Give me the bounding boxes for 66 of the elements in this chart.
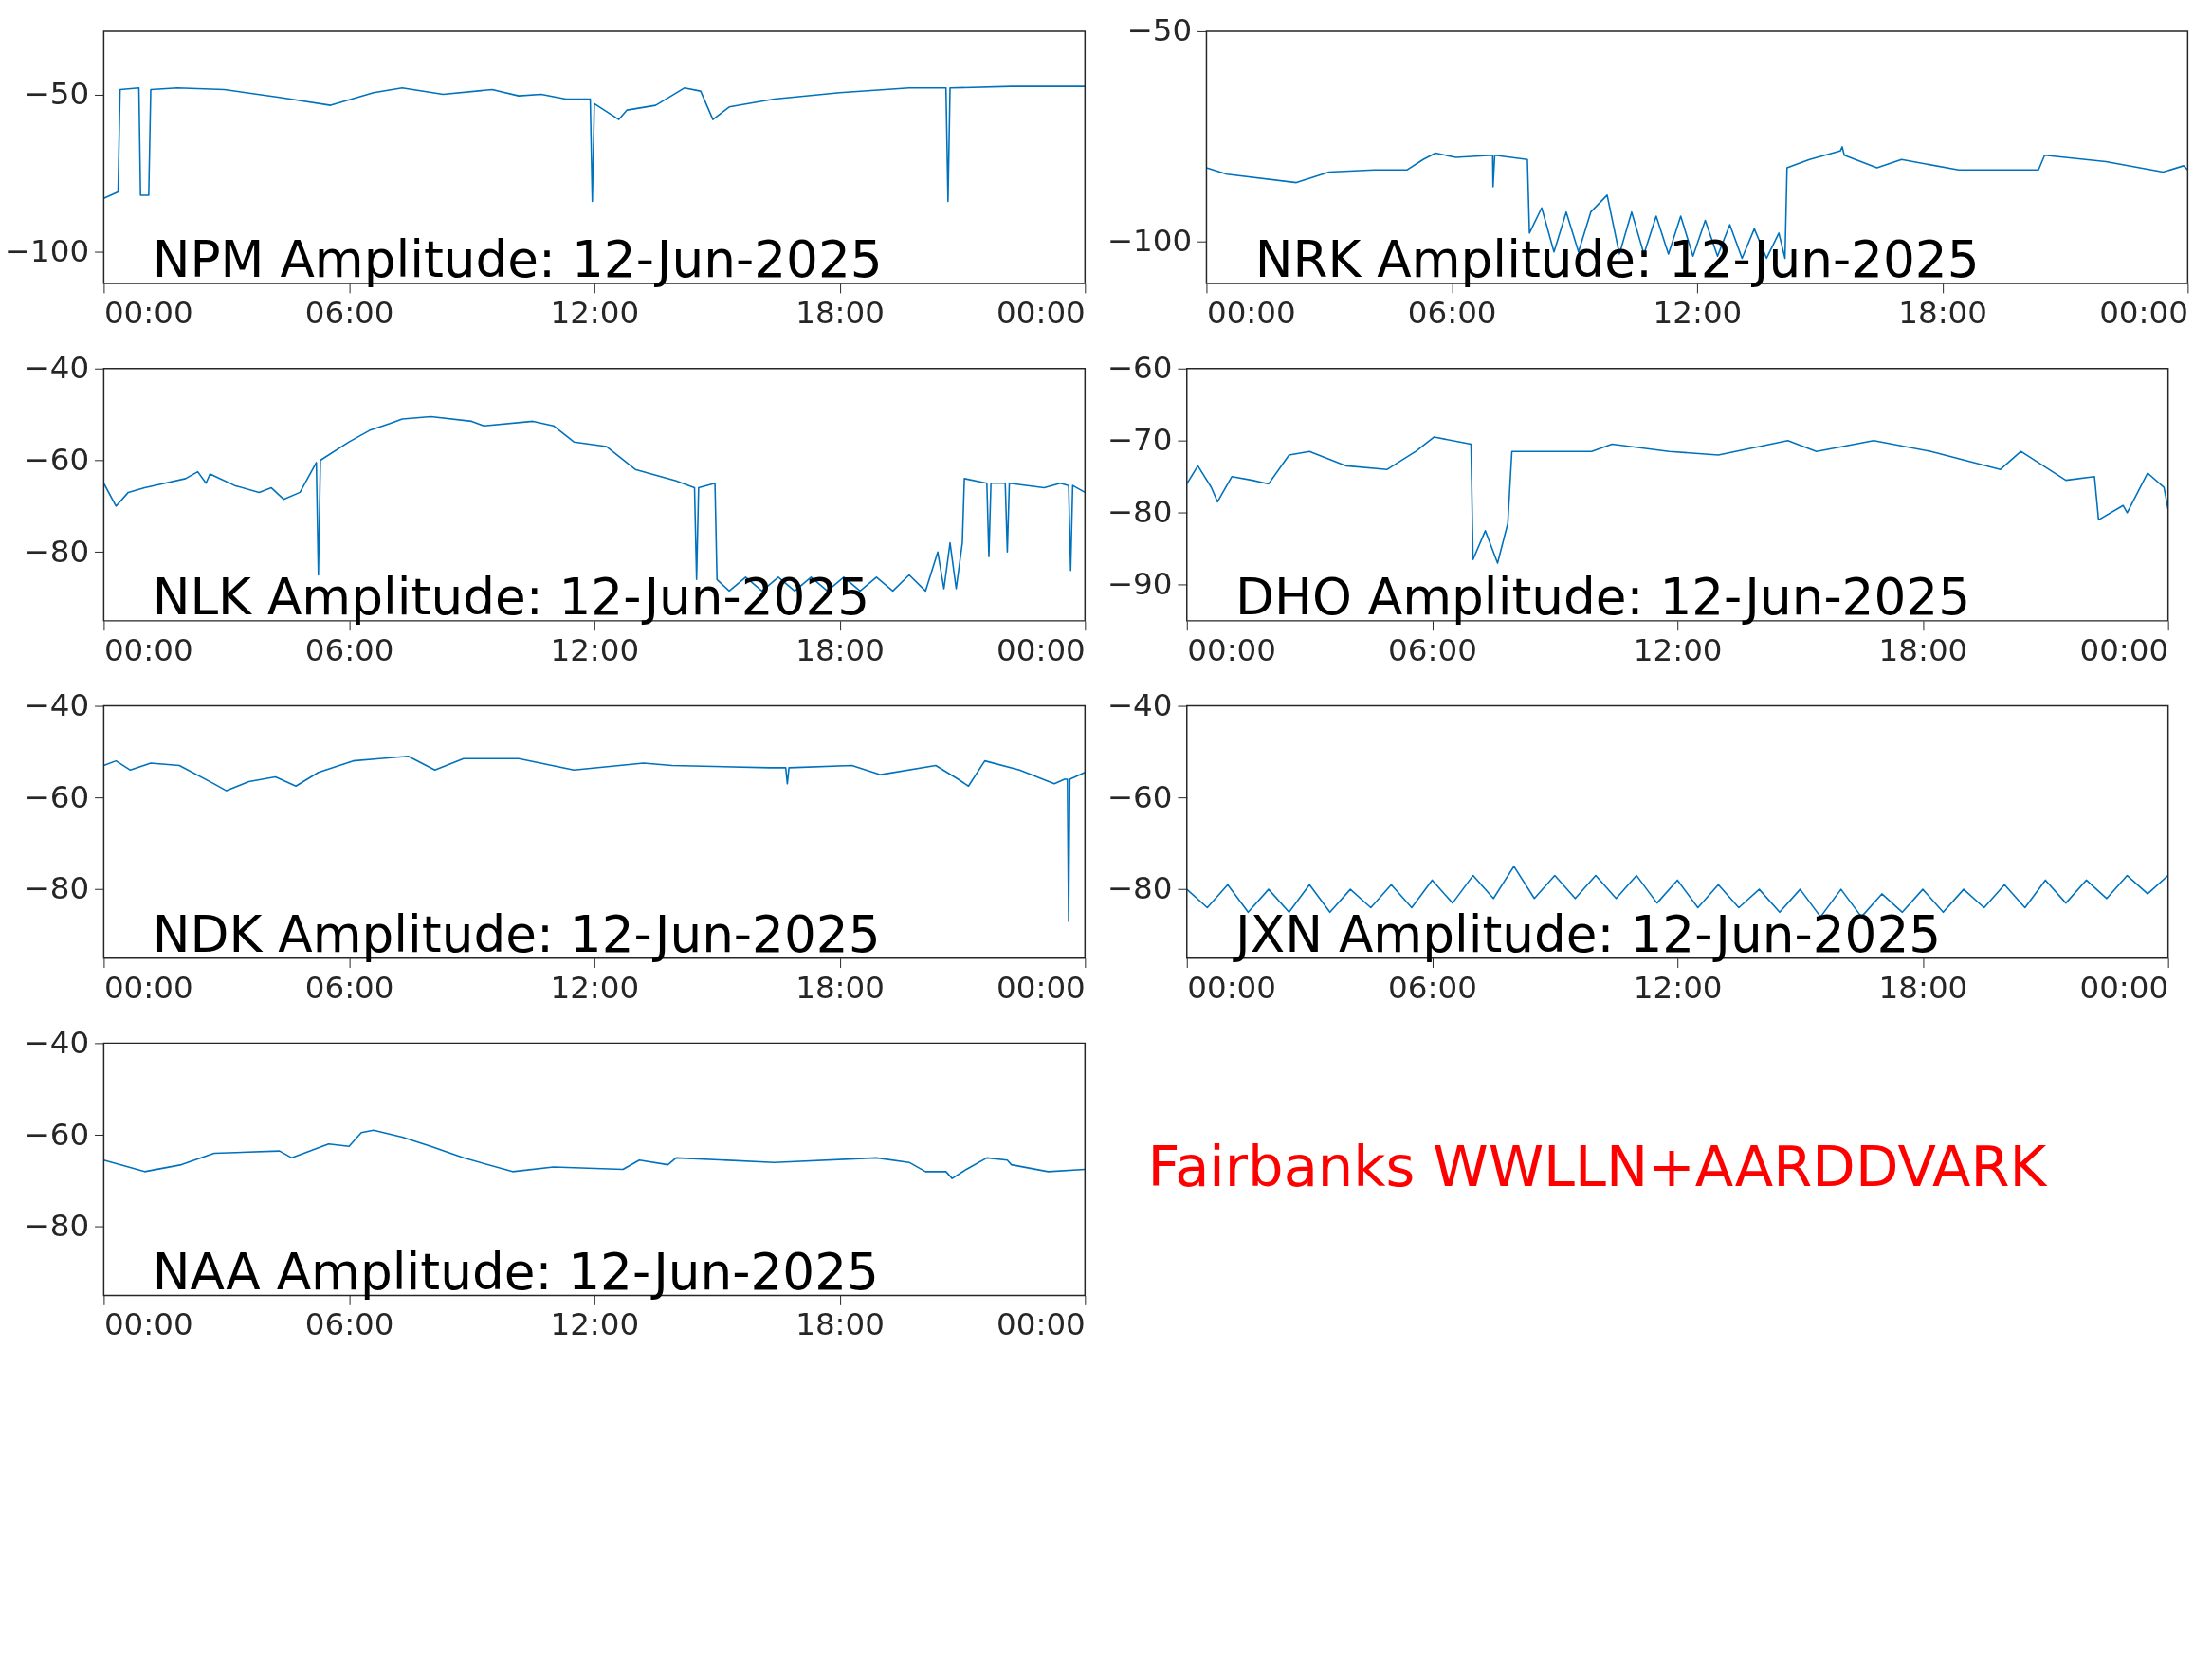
y-tick-label: −80 [1106,494,1173,531]
x-tick-label: 18:00 [1898,294,1987,331]
x-tick-label: 12:00 [1633,631,1723,668]
y-tick-label: −80 [24,533,90,570]
x-tick-label: 18:00 [795,294,885,331]
x-tick-label: 18:00 [1878,631,1968,668]
x-tick-label: 06:00 [304,631,394,668]
text: Fairbanks WWLLN+AARDDVARK [1147,1134,2049,1200]
y-tick-label: −40 [24,1024,90,1061]
x-tick-label: 18:00 [1878,969,1968,1006]
x-tick-label: 06:00 [1388,631,1477,668]
text: NRK Amplitude: 12-Jun-2025 [1254,230,1980,290]
x-tick-label: 18:00 [795,969,885,1006]
x-tick-label: 00:00 [103,1306,193,1343]
x-tick-label: 18:00 [795,631,885,668]
x-tick-label: 12:00 [550,631,640,668]
x-tick-label: 00:00 [2079,631,2169,668]
x-tick-label: 06:00 [304,1306,394,1343]
x-tick-label: 12:00 [550,1306,640,1343]
x-tick-label: 00:00 [1187,631,1276,668]
text: NDK Amplitude: 12-Jun-2025 [152,904,881,964]
y-tick-label: −80 [1106,870,1173,907]
y-tick-label: −40 [24,686,90,723]
x-tick-label: 00:00 [996,294,1086,331]
y-tick-label: −60 [24,441,90,478]
x-tick-label: 00:00 [1206,294,1296,331]
y-tick-label: −90 [1106,566,1173,603]
x-tick-label: 06:00 [1407,294,1497,331]
y-tick-label: −70 [1106,422,1173,459]
x-tick-label: 00:00 [996,631,1086,668]
text: NAA Amplitude: 12-Jun-2025 [152,1242,879,1302]
x-tick-label: 12:00 [550,294,640,331]
x-tick-label: 00:00 [2079,969,2169,1006]
x-tick-label: 00:00 [996,1306,1086,1343]
y-tick-label: −80 [24,1208,90,1245]
y-tick-label: −60 [1106,350,1173,387]
line-series [103,1129,1086,1179]
text: NLK Amplitude: 12-Jun-2025 [152,567,870,627]
text: JXN Amplitude: 12-Jun-2025 [1233,904,1942,964]
x-tick-label: 00:00 [103,631,193,668]
y-tick-label: −100 [4,233,90,270]
y-tick-label: −50 [24,75,90,112]
x-tick-label: 06:00 [304,969,394,1006]
y-tick-label: −80 [24,870,90,907]
y-tick-label: −60 [24,778,90,815]
x-tick-label: 00:00 [103,294,193,331]
y-tick-label: −100 [1106,223,1193,260]
x-tick-label: 18:00 [795,1306,885,1343]
text: DHO Amplitude: 12-Jun-2025 [1235,567,1971,627]
text: NPM Amplitude: 12-Jun-2025 [152,230,883,290]
y-tick-label: −40 [24,350,90,387]
y-tick-label: −60 [1106,778,1173,815]
x-tick-label: 00:00 [103,969,193,1006]
x-tick-label: 06:00 [304,294,394,331]
y-tick-label: −50 [1126,12,1193,49]
x-tick-label: 06:00 [1388,969,1477,1006]
x-tick-label: 00:00 [996,969,1086,1006]
line-series [1186,436,2168,564]
y-tick-label: −40 [1106,686,1173,723]
x-tick-label: 00:00 [2099,294,2188,331]
x-tick-label: 00:00 [1187,969,1276,1006]
x-tick-label: 12:00 [1633,969,1723,1006]
y-tick-label: −60 [24,1116,90,1153]
line-series [103,85,1086,203]
x-tick-label: 12:00 [1653,294,1743,331]
x-tick-label: 12:00 [550,969,640,1006]
